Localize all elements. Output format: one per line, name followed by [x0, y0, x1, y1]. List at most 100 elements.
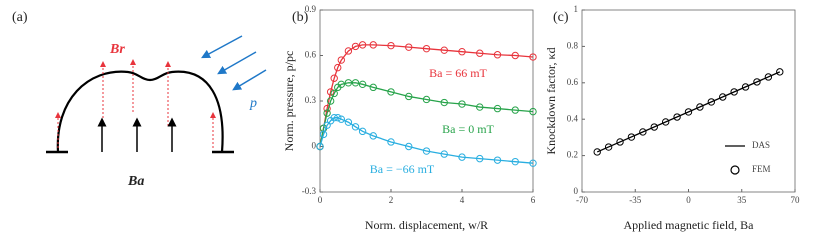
data-point [661, 118, 670, 126]
remanent-label: Br [109, 42, 125, 57]
y-tick-label: 0.6 [305, 50, 317, 60]
data-point [730, 88, 738, 96]
pressure-label: p [249, 96, 257, 111]
data-point [639, 128, 647, 136]
y-tick-label: 0.2 [567, 150, 578, 160]
panel-label: (b) [292, 10, 309, 25]
data-point [511, 51, 519, 60]
data-point [604, 143, 613, 151]
x-tick-label: 2 [389, 195, 394, 205]
remanent-arrows [55, 59, 216, 148]
x-tick-label: 0 [686, 195, 691, 205]
data-point [493, 104, 502, 113]
applied-arrows [97, 117, 177, 152]
y-tick-label: 0.3 [305, 95, 317, 105]
panel-label: (c) [553, 10, 569, 25]
data-point [511, 157, 519, 166]
data-point [319, 130, 328, 139]
data-point [387, 88, 395, 96]
data-point [326, 88, 335, 96]
data-point [458, 153, 466, 161]
data-point [422, 147, 431, 155]
y-axis-title: Knockdown factor, κd [544, 47, 558, 154]
data-point [440, 98, 448, 107]
data-point [334, 113, 342, 122]
data-point [387, 138, 395, 146]
x-tick-label: -70 [576, 195, 588, 205]
data-point [529, 107, 537, 116]
data-point [741, 83, 750, 91]
data-point [330, 89, 338, 98]
x-axis-title: Norm. displacement, w/R [365, 218, 488, 232]
data-point [337, 80, 345, 89]
y-tick-label: -0.3 [302, 186, 317, 196]
data-point [440, 46, 448, 54]
series-line [319, 117, 534, 164]
data-point [493, 156, 502, 164]
data-point [627, 133, 636, 141]
data-point [326, 97, 335, 105]
x-tick-label: 0 [318, 195, 323, 205]
diagram: (a) Br p Ba [12, 10, 267, 189]
panel-label: (a) [12, 10, 28, 25]
data-point [337, 115, 345, 123]
data-point [493, 51, 502, 59]
data-point [358, 41, 367, 49]
x-tick-label: 35 [737, 195, 747, 205]
data-point [330, 74, 338, 82]
y-tick-label: 0.4 [567, 113, 579, 123]
y-tick-label: 0 [574, 186, 579, 196]
series-label: Ba = 66 mT [429, 66, 487, 80]
data-point [405, 92, 413, 101]
shell [56, 70, 224, 153]
data-point [405, 142, 413, 151]
data-point [344, 47, 353, 55]
data-point [316, 142, 324, 151]
series-line [319, 82, 534, 147]
data-point [458, 48, 466, 56]
data-point [776, 68, 784, 76]
data-point [696, 103, 704, 111]
data-point [616, 138, 624, 146]
y-axis-title: Norm. pressure, p/pc [282, 51, 296, 152]
legend-label: FEM [752, 164, 771, 174]
data-point [593, 148, 601, 156]
data-point [330, 113, 338, 122]
data-point [476, 103, 484, 111]
y-tick-label: 0.6 [567, 77, 579, 87]
data-point [684, 108, 693, 116]
data-point [344, 118, 353, 126]
data-point [719, 93, 727, 101]
data-point [650, 123, 658, 131]
data-point [440, 150, 448, 158]
data-point [764, 73, 773, 81]
data-point [529, 53, 537, 61]
y-tick-label: 0 [312, 141, 317, 151]
series-line [596, 71, 781, 153]
data-point [476, 49, 484, 57]
data-point [529, 159, 537, 167]
y-tick-label: 0.9 [305, 4, 317, 14]
x-tick-label: -35 [629, 195, 641, 205]
data-point [422, 95, 431, 104]
applied-label: Ba [127, 174, 144, 189]
series-label: Ba = 0 mT [442, 122, 494, 136]
data-point [673, 113, 681, 121]
data-point [351, 42, 360, 51]
x-tick-label: 6 [531, 195, 536, 205]
data-point [387, 41, 395, 50]
x-axis-title: Applied magnetic field, Ba [624, 218, 755, 232]
y-tick-label: 1 [574, 4, 579, 14]
data-point [458, 100, 466, 108]
x-tick-label: 4 [460, 195, 465, 205]
data-point [358, 127, 367, 136]
x-tick-label: 70 [791, 195, 801, 205]
data-point [369, 83, 377, 92]
pressure-arrows [201, 35, 267, 91]
data-point [369, 132, 377, 140]
legend-label: DAS [752, 140, 770, 150]
data-point [369, 41, 377, 49]
data-point [337, 56, 345, 64]
series-line [319, 44, 534, 147]
